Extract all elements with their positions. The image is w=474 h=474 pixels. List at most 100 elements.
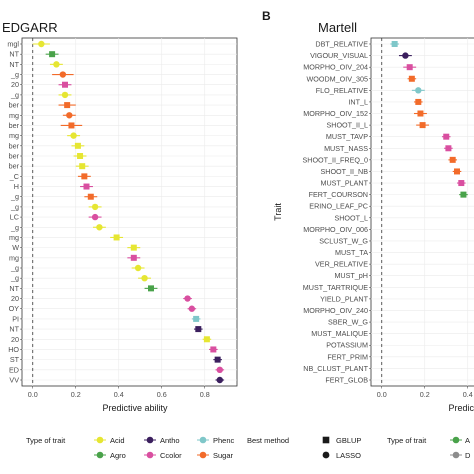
trait-label: SHOOT_L xyxy=(334,213,368,222)
trait-label: FERT_COURSON xyxy=(309,190,368,199)
data-point xyxy=(391,41,398,47)
trait-label: ber xyxy=(9,141,20,150)
data-point xyxy=(415,98,422,105)
data-point xyxy=(91,213,99,221)
chart-title-martell: Martell xyxy=(318,20,357,35)
trait-label: POTASSIUM xyxy=(326,341,368,350)
data-point xyxy=(91,203,99,211)
trait-label: ber xyxy=(9,101,20,110)
trait-label: HO xyxy=(8,345,19,354)
data-point xyxy=(62,81,68,88)
legend-key xyxy=(322,451,330,459)
legend: Type of trait Acid Antho Phenc Agro Ccolor Su… xyxy=(26,436,471,460)
data-point xyxy=(96,224,103,231)
trait-label: MUST_TARTRIQUE xyxy=(303,283,368,292)
data-point xyxy=(134,264,142,272)
trait-label: SCLUST_W_G xyxy=(319,236,368,245)
trait-label: ST xyxy=(10,355,20,364)
trait-label: MUST_MALIQUE xyxy=(311,329,368,338)
data-point xyxy=(148,285,154,292)
x-axis-label-edgarr: Predictive ability xyxy=(102,403,168,413)
data-point xyxy=(454,168,460,175)
data-point xyxy=(408,75,415,82)
trait-label: MUST_TAVP xyxy=(326,132,368,141)
trait-label: 20 xyxy=(11,80,19,89)
legend-key xyxy=(322,436,330,444)
trait-label: MUST_pH xyxy=(334,271,368,280)
data-point xyxy=(74,142,81,149)
data-point xyxy=(193,315,200,322)
trait-label: ED xyxy=(9,365,19,374)
trait-label: NT xyxy=(9,284,19,293)
trait-label: _g xyxy=(10,264,19,273)
trait-label: OY xyxy=(9,304,20,313)
data-point xyxy=(449,156,456,163)
data-point xyxy=(203,336,210,343)
data-point xyxy=(460,191,467,198)
legend-key xyxy=(146,451,154,459)
legend-label: A xyxy=(465,436,470,445)
trait-label: WOODM_OIV_305 xyxy=(306,74,368,83)
data-point xyxy=(130,254,137,261)
trait-label: _C xyxy=(9,172,19,181)
data-point xyxy=(406,64,413,71)
trait-label: _g xyxy=(10,90,19,99)
data-point xyxy=(64,102,71,109)
trait-label: mg xyxy=(9,111,19,120)
data-point xyxy=(49,51,56,58)
trait-label: W xyxy=(12,243,19,252)
x-tick-label: 0.4 xyxy=(114,390,124,399)
data-point xyxy=(216,366,223,374)
trait-label: mg xyxy=(9,253,19,262)
trait-label: _g xyxy=(10,192,19,201)
data-point xyxy=(59,71,67,78)
trait-label: SHOOT_II_FREQ_0 xyxy=(302,155,368,164)
data-point xyxy=(66,112,73,119)
data-point xyxy=(458,180,465,187)
trait-label: 20 xyxy=(11,294,19,303)
panel-letter-b: B xyxy=(262,9,271,23)
legend-type-title: Type of trait xyxy=(26,436,66,445)
legend-type-title-b: Type of trait xyxy=(387,436,427,445)
x-tick-label: 0.8 xyxy=(200,390,210,399)
data-point xyxy=(141,274,148,282)
trait-label: ber xyxy=(9,152,20,161)
data-point xyxy=(113,234,120,241)
trait-label: MUST_PLANT xyxy=(320,179,368,188)
legend-method-title: Best method xyxy=(247,436,289,445)
plot-area-martell xyxy=(370,37,474,387)
legend-label: D xyxy=(465,451,471,460)
y-axis-label-martell: Trait xyxy=(273,203,283,221)
x-tick-label: 0.4 xyxy=(463,390,473,399)
trait-label: SHOOT_II_NB xyxy=(320,167,368,176)
trait-label: MUST_NASS xyxy=(324,144,368,153)
trait-label: VV xyxy=(9,376,19,385)
legend-label: Antho xyxy=(160,436,180,445)
trait-label: SBER_W_G xyxy=(328,318,368,327)
data-point xyxy=(70,132,77,139)
trait-label: NT xyxy=(9,50,19,59)
trait-label: 20 xyxy=(11,335,19,344)
legend-label: Agro xyxy=(110,451,126,460)
panel-martell: B Martell 0.0 0.2 0.4 DBT_RELATIVE VIGOUR_V… xyxy=(262,9,474,413)
trait-label: ber xyxy=(9,121,20,130)
legend-key xyxy=(146,436,154,444)
legend-label: Acid xyxy=(110,436,125,445)
data-point xyxy=(87,193,94,200)
data-point xyxy=(68,122,75,129)
data-point xyxy=(184,295,191,302)
chart-title-edgarr: EDGARR xyxy=(2,20,58,35)
legend-label: Sugar xyxy=(213,451,234,460)
legend-label: GBLUP xyxy=(336,436,361,445)
trait-label: PI xyxy=(12,314,19,323)
trait-label: mg xyxy=(9,233,19,242)
x-axis-label-martell: Predic xyxy=(448,403,474,413)
trait-label: LC xyxy=(10,213,19,222)
data-point xyxy=(188,305,196,312)
trait-label: mg xyxy=(9,131,19,140)
legend-label: Phenc xyxy=(213,436,235,445)
trait-label: _g xyxy=(10,202,19,211)
trait-label: FLO_RELATIVE xyxy=(316,86,368,95)
trait-label: NT xyxy=(9,325,19,334)
data-point xyxy=(77,153,84,159)
